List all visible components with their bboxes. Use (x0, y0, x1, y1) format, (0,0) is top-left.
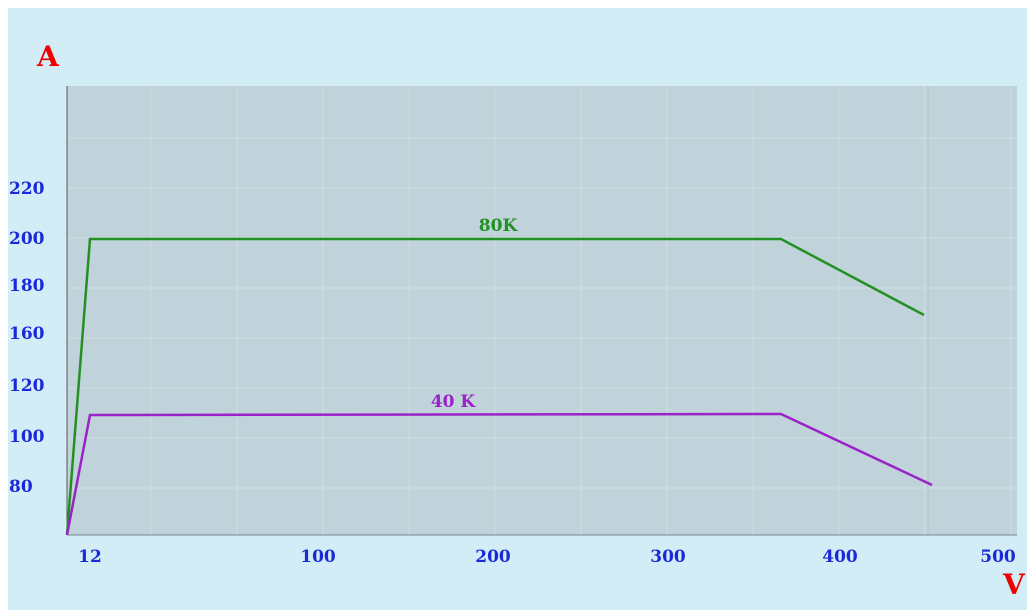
x-tick-label: 400 (822, 547, 858, 567)
y-tick-label: 80 (9, 477, 33, 497)
chart-canvas: 80 100 120 160 180 200 220 12 100 200 300 400 500 8… (9, 40, 1026, 601)
series-line (65, 237, 925, 536)
series-label: 80K (479, 216, 519, 236)
x-tick-label: 200 (475, 547, 511, 567)
series-line (65, 412, 933, 536)
plot-area (67, 86, 1017, 535)
series-lines: 80K 40 K (65, 216, 933, 536)
y-tick-label: 100 (9, 427, 45, 447)
y-tick-label: 180 (9, 276, 45, 296)
y-tick-labels: 80 100 120 160 180 200 220 (9, 179, 45, 497)
y-tick-label: 120 (9, 376, 45, 396)
chart: 80 100 120 160 180 200 220 12 100 200 300 400 500 8… (8, 8, 1027, 610)
x-tick-label: 100 (300, 547, 336, 567)
x-axis-label: V (1002, 568, 1026, 601)
x-tick-label: 500 (980, 547, 1016, 567)
y-tick-label: 160 (9, 324, 45, 344)
x-tick-label: 300 (650, 547, 686, 567)
x-tick-labels: 12 100 200 300 400 500 (78, 547, 1016, 567)
y-tick-label: 220 (9, 179, 45, 199)
series-label: 40 K (431, 392, 477, 412)
y-axis-label: A (36, 40, 60, 73)
y-tick-label: 200 (9, 229, 45, 249)
x-tick-label: 12 (78, 547, 102, 567)
